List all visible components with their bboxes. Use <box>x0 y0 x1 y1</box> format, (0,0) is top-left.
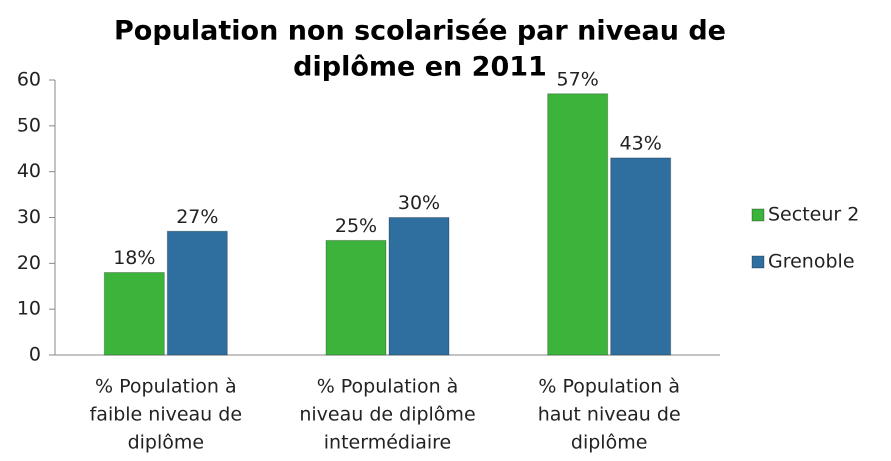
legend-label: Secteur 2 <box>768 204 859 226</box>
chart-title: diplôme en 2011 <box>293 52 547 83</box>
chart-title: Population non scolarisée par niveau de <box>114 16 726 47</box>
legend-label: Grenoble <box>768 251 855 273</box>
y-tick-label: 40 <box>17 160 41 182</box>
y-tick-label: 20 <box>17 252 41 274</box>
x-tick-label: diplôme <box>128 432 205 454</box>
value-label: 30% <box>398 192 440 214</box>
legend-swatch <box>751 255 765 269</box>
bar <box>388 217 450 356</box>
y-tick-label: 50 <box>17 114 41 136</box>
bar <box>547 93 609 356</box>
y-tick-label: 0 <box>29 344 41 366</box>
x-tick-label: % Population à <box>317 376 459 398</box>
x-tick-label: niveau de diplôme <box>299 404 475 426</box>
x-tick-label: faible niveau de <box>90 404 242 426</box>
value-label: 57% <box>557 68 599 90</box>
legend-swatch <box>751 208 765 222</box>
x-tick-label: haut niveau de <box>538 404 681 426</box>
x-tick-label: diplôme <box>571 432 648 454</box>
bar <box>103 272 165 356</box>
value-label: 25% <box>335 215 377 237</box>
y-tick-label: 30 <box>17 206 41 228</box>
value-label: 43% <box>620 132 662 154</box>
x-tick-label: % Population à <box>538 376 680 398</box>
bar <box>610 157 672 356</box>
bar <box>166 230 228 356</box>
x-tick-label: % Population à <box>95 376 237 398</box>
y-tick-label: 10 <box>17 298 41 320</box>
x-tick-label: intermédiaire <box>324 432 451 454</box>
bar <box>325 239 387 356</box>
value-label: 27% <box>176 206 218 228</box>
y-tick-label: 60 <box>17 69 41 91</box>
value-label: 18% <box>113 247 155 269</box>
